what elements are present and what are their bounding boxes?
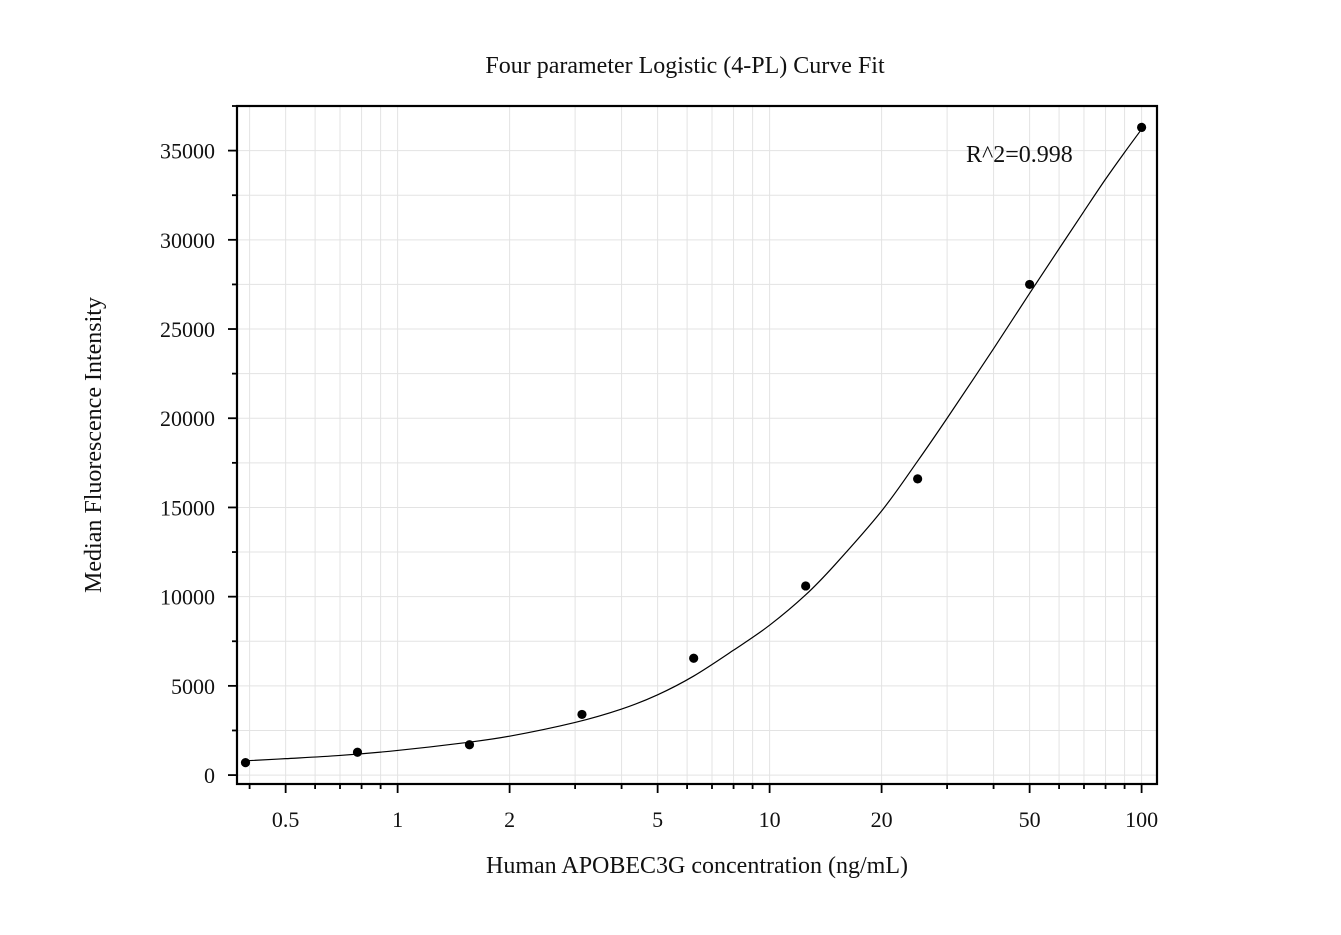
y-tick-label: 10000 bbox=[160, 585, 215, 610]
y-axis-label: Median Fluorescence Intensity bbox=[81, 297, 107, 593]
x-tick-label: 5 bbox=[652, 807, 663, 832]
axis-ticks bbox=[228, 105, 1143, 793]
data-points bbox=[240, 122, 1147, 768]
x-tick-label: 2 bbox=[504, 807, 515, 832]
x-axis-label: Human APOBEC3G concentration (ng/mL) bbox=[486, 853, 908, 879]
y-tick-label: 15000 bbox=[160, 495, 215, 520]
x-tick-label: 100 bbox=[1125, 807, 1158, 832]
y-tick-label: 0 bbox=[204, 763, 215, 788]
data-point bbox=[1137, 122, 1147, 133]
data-point bbox=[1025, 279, 1035, 290]
chart-title: Four parameter Logistic (4-PL) Curve Fit bbox=[485, 53, 885, 79]
y-tick-label: 30000 bbox=[160, 228, 215, 253]
r-squared-annotation: R^2=0.998 bbox=[966, 142, 1073, 168]
x-tick-label: 50 bbox=[1019, 807, 1041, 832]
x-tick-label: 0.5 bbox=[272, 807, 300, 832]
data-point bbox=[689, 653, 699, 663]
x-tick-label: 1 bbox=[392, 807, 403, 832]
x-tick-label: 10 bbox=[759, 807, 781, 832]
fit-curve-line bbox=[245, 128, 1143, 762]
tick-labels: 0.5 1 2 5 10 20 50 100 0 5000 10000 15000 20000 25000… bbox=[160, 139, 1158, 832]
data-point bbox=[801, 581, 811, 591]
data-point bbox=[240, 757, 251, 768]
data-point bbox=[913, 474, 923, 484]
plot-frame bbox=[235, 104, 1159, 786]
y-tick-label: 20000 bbox=[160, 406, 215, 431]
data-point bbox=[352, 747, 363, 757]
x-tick-label: 20 bbox=[871, 807, 893, 832]
data-point bbox=[577, 709, 587, 720]
y-tick-label: 5000 bbox=[171, 674, 215, 699]
data-point bbox=[464, 740, 475, 750]
grid-lines bbox=[237, 105, 1157, 784]
y-tick-label: 25000 bbox=[160, 317, 215, 342]
y-tick-label: 35000 bbox=[160, 139, 215, 164]
